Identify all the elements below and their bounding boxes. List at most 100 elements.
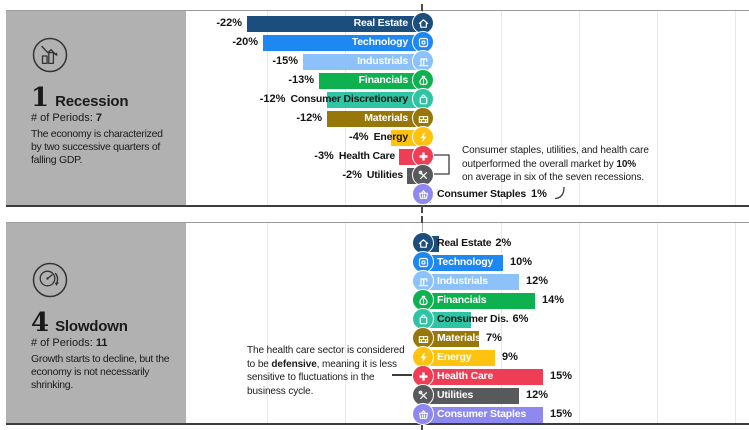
health-care-bar [423,368,543,385]
lightning-icon [412,126,434,148]
recession-annotation: Consumer staples, utilities, and health … [462,145,649,183]
energy-row: -4% Energy [186,126,749,148]
sector-label: Materials [364,112,408,124]
periods-label: # of Periods: [31,112,93,124]
curved-arrow-icon [554,186,565,200]
money-bag-icon [412,69,434,91]
slowdown-sidebar: 4 Slowdown # of Periods: 11 Growth start… [6,223,186,423]
slowdown-annotation: The health care sector is considered to b… [247,345,405,397]
gauge-down-icon [31,261,186,304]
phase-number: 1 [31,83,50,113]
sector-label: Industrials [357,55,408,67]
periods-value: 11 [95,337,108,349]
gridline [735,223,736,423]
sector-label: Utilities [437,389,474,401]
value-label: 14% [542,294,565,306]
slowdown-periods: # of Periods: 11 [31,337,186,349]
value-label: -4% [349,131,369,143]
sector-label: Health Care [437,370,494,382]
real-estate-row: Real Estate 2% [186,232,749,254]
consumer-staples-row: Consumer Staples 1% [186,183,749,205]
value-label: 7% [486,332,502,344]
technology-bar [263,34,423,51]
slowdown-title: 4 Slowdown [31,310,186,336]
real-estate-row: Real Estate -22% [186,12,749,34]
value-label: -12% [296,112,322,124]
technology-row: Technology 10% [186,251,749,273]
sector-label: Real Estate [353,17,409,29]
monitor-icon [412,31,434,53]
sector-label: Utilities [366,169,403,181]
sector-label: Consumer Staples [437,408,526,420]
financials-bar [423,292,535,309]
consumer-dis-row: Consumer Dis. 6% [186,308,749,330]
value-label: 6% [512,313,529,325]
technology-row: Technology -20% [186,31,749,53]
gridline [501,223,502,423]
value-label: -20% [232,36,258,48]
health-care-row: -3% Health Care [186,145,749,167]
periods-value: 7 [95,112,102,124]
consumer-staples-bar [423,406,543,423]
sector-label: Financials [437,294,487,306]
sector-label: Energy [373,131,409,143]
gridline [735,11,736,205]
description-line: economy is not necessarily shrinking. [31,366,150,391]
axis-tick [421,205,423,213]
house-icon [412,232,434,254]
axis-tick [421,4,423,11]
financials-row: Financials 14% [186,289,749,311]
axis-tick [421,216,423,223]
gridline [267,11,268,205]
phase-title: Recession [55,93,129,110]
slowdown-description: Growth starts to decline, but the economy… [31,353,186,392]
gridline [579,11,580,205]
recession-sidebar: 1 Recession # of Periods: 7 The economy … [6,11,186,205]
technology-bar [423,254,503,271]
recession-title: 1 Recession [31,85,186,111]
sector-label: Health Care [338,150,395,162]
consumer-dis-bar [423,311,471,328]
recession-chart: Real Estate -22% Technology -20% Industrials… [186,4,749,213]
industrials-row: Industrials 12% [186,270,749,292]
value-label: 15% [550,370,573,382]
value-label: 15% [550,408,573,420]
energy-bar [423,349,495,366]
sector-label: Consumer Staples [437,188,526,200]
declining-chart-icon [31,36,186,79]
description-line: by two successive quarters of [31,141,161,153]
value-label: -3% [314,150,334,162]
real-estate-bar [247,15,423,32]
axis-tick [421,423,423,430]
materials-row: Materials -12% [186,107,749,129]
sector-label: Consumer Dis. [437,313,509,325]
annotation-connector-line [392,374,412,376]
recession-panel: 1 Recession # of Periods: 7 The economy … [6,4,749,213]
sector-label: Consumer Discretionary [290,93,408,105]
utilities-row: Utilities 12% [186,384,749,406]
materials-bar [423,330,479,347]
materials-row: Materials 7% [186,327,749,349]
phase-title: Slowdown [55,318,128,335]
recession-periods: # of Periods: 7 [31,112,186,124]
industrials-row: Industrials -15% [186,50,749,72]
value-label: 2% [495,237,512,249]
gridline [579,223,580,423]
value-label: 12% [526,275,549,287]
gridline [345,11,346,205]
gridline [657,223,658,423]
shopping-bag-icon [412,88,434,110]
periods-label: # of Periods: [31,337,93,349]
energy-row: Energy 9% [186,346,749,368]
description-line: The economy is characterized [31,128,163,140]
value-label: -22% [216,17,242,29]
description-line: Growth starts to decline, but the [31,353,170,365]
slowdown-panel: 4 Slowdown # of Periods: 11 Growth start… [6,216,749,430]
sector-label: Technology [437,256,494,268]
financials-bar [319,72,423,89]
utilities-bar [423,387,519,404]
recession-description: The economy is characterized by two succe… [31,128,186,167]
value-label: 1% [531,188,547,200]
consumer-staples-row: Consumer Staples 15% [186,403,749,425]
